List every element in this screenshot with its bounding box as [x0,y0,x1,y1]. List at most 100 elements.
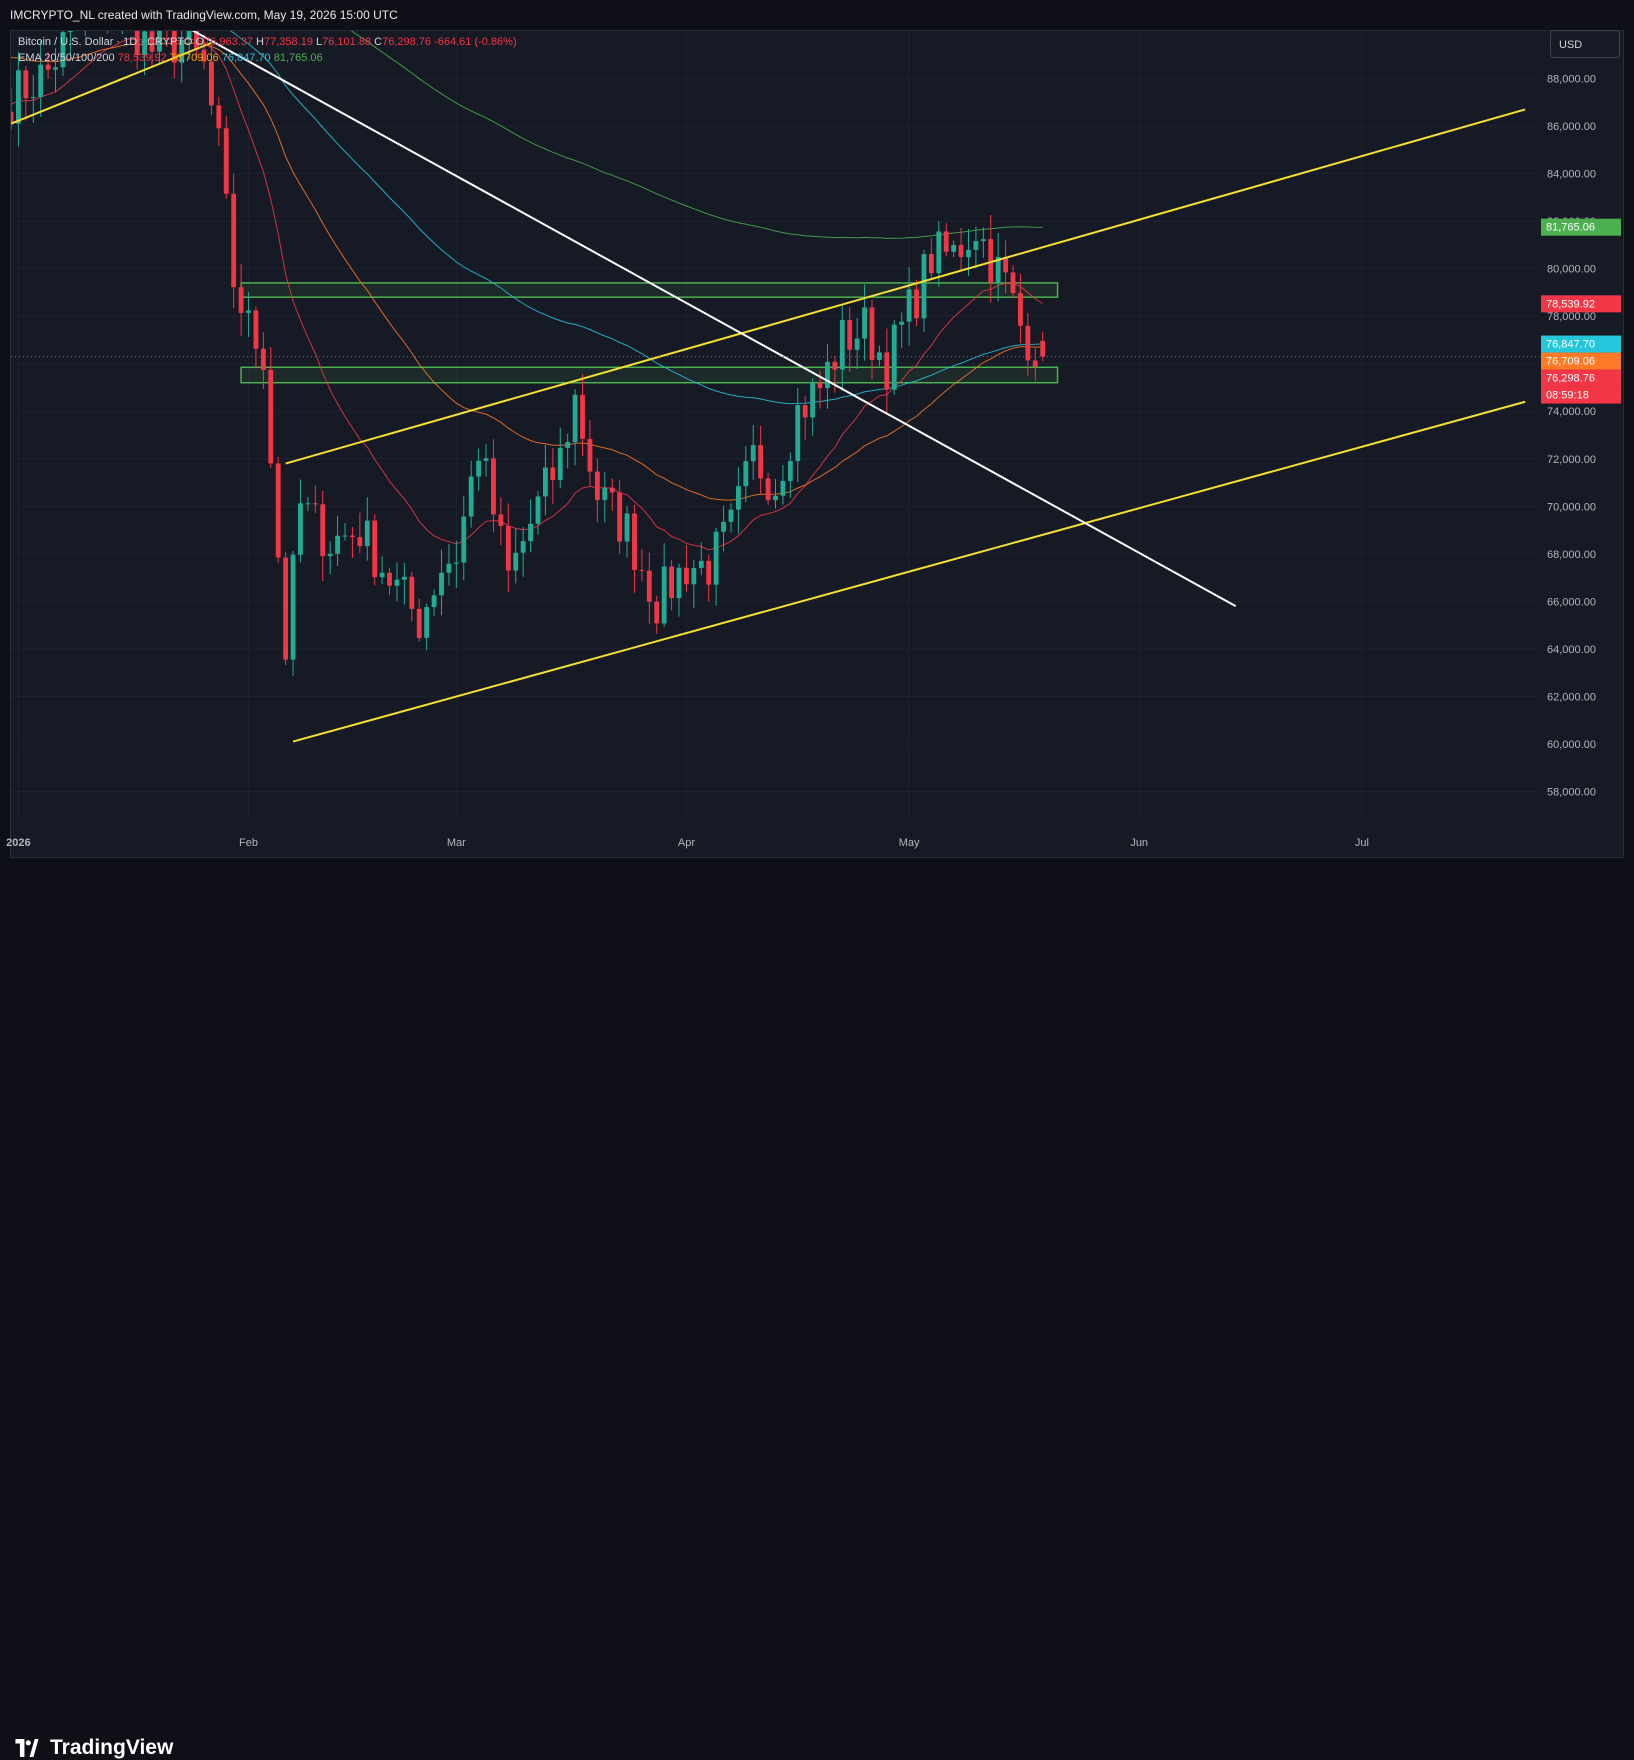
countdown-text: 08:59:18 [1546,390,1589,402]
price-label-text: 78,539.92 [1546,298,1595,310]
tradingview-logo[interactable]: TradingView [12,1736,173,1760]
price-chart[interactable]: 58,000.0060,000.0062,000.0064,000.0066,0… [0,0,1634,918]
candle-body [90,0,95,3]
candle-body [840,320,845,370]
candle-body [291,555,296,660]
candle-body [528,524,533,541]
candle-body [654,602,659,624]
lower-support-zone [241,367,1057,382]
price-label-text: 76,847.70 [1546,339,1595,351]
x-tick-label: 2026 [6,837,30,849]
candle-body [810,383,815,418]
candle-body [684,568,689,585]
candle-body [632,513,637,570]
candle-body [424,607,429,638]
candle-body [164,26,169,30]
candle-body [38,65,43,97]
footer-bar: TradingView [0,858,1634,918]
candle-body [469,477,474,517]
candle-body [714,532,719,585]
candle-body [847,320,852,350]
y-tick-label: 78,000.00 [1547,311,1596,323]
candle-body [261,349,266,370]
candle-body [543,467,548,496]
brand-name: TradingView [50,1736,173,1760]
candle-body [224,128,229,194]
y-tick-label: 72,000.00 [1547,454,1596,466]
candle-body [884,352,889,389]
candle-body [276,463,281,557]
candle-body [447,564,452,573]
candle-body [409,577,414,609]
candle-body [647,571,652,602]
x-tick-label: Mar [447,837,466,849]
candle-body [268,370,273,463]
candle-body [639,570,644,571]
candle-body [669,567,674,599]
candle-body [387,573,392,586]
candle-body [9,112,14,124]
candle-body [298,503,303,554]
candle-body [105,0,110,9]
candle-body [31,97,36,98]
candle-body [691,568,696,584]
candle-body [498,514,503,525]
candle-body [53,67,58,69]
candle-body [1040,341,1045,357]
candle-body [907,289,912,321]
candle-body [16,70,21,123]
candle-body [558,448,563,480]
candle-body [936,231,941,273]
candle-body [357,537,362,546]
plot-layer [9,0,1526,742]
candle-body [484,458,489,461]
y-tick-label: 60,000.00 [1547,739,1596,751]
candle-body [343,536,348,537]
symbol-name[interactable]: Bitcoin / U.S. Dollar · 1D · CRYPTO [18,36,192,48]
candle-body [736,486,741,509]
ema-legend-label[interactable]: EMA 20/50/100/200 [18,52,115,64]
y-tick-label: 62,000.00 [1547,691,1596,703]
ema50-value: 76,709.06 [170,52,219,64]
candle-body [320,504,325,556]
currency-button[interactable]: USD [1550,30,1620,58]
candle-body [929,254,934,273]
candle-body [402,577,407,580]
y-tick-label: 58,000.00 [1547,786,1596,798]
x-tick-label: Feb [239,837,258,849]
high-value: 77,358.19 [264,36,313,48]
candle-body [313,503,318,504]
candle-body [1025,326,1030,361]
price-label-text: 81,765.06 [1546,222,1595,234]
candle-body [246,310,251,312]
candle-body [602,488,607,500]
price-label-text: 76,298.76 [1546,373,1595,385]
candle-body [862,307,867,338]
candle-body [1011,272,1016,293]
candle-body [610,488,615,493]
candle-body [892,325,897,390]
candle-body [461,517,466,563]
candle-body [395,580,400,586]
open-label: O [195,36,204,48]
price-label-text: 76,709.06 [1546,356,1595,368]
close-label: C [374,36,382,48]
candle-body [788,461,793,481]
candle-body [729,510,734,522]
candle-body [981,239,986,241]
change-value: -664.61 (-0.86%) [434,36,517,48]
close-value: 76,298.76 [382,36,431,48]
candle-body [803,405,808,417]
candle-body [573,395,578,442]
candle-body [662,567,667,624]
candle-body [855,339,860,350]
candle-body [1018,293,1023,326]
candle-body [113,9,118,11]
candle-body [706,561,711,585]
candle-body [743,461,748,486]
high-label: H [256,36,264,48]
candle-body [781,481,786,496]
candle-body [751,445,756,461]
candle-body [120,3,125,11]
candle-body [766,478,771,500]
